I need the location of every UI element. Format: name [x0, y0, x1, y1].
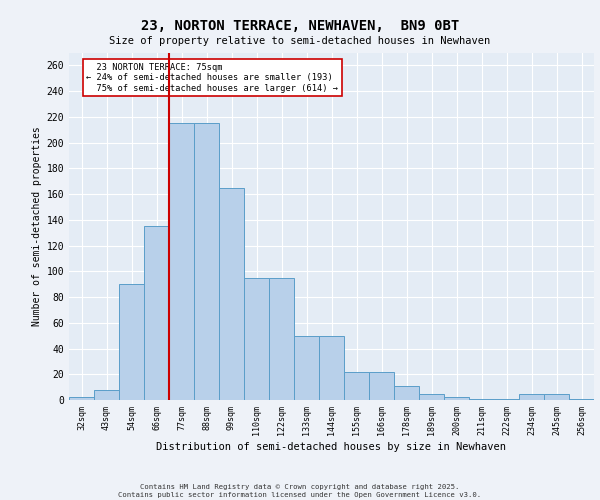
Y-axis label: Number of semi-detached properties: Number of semi-detached properties — [32, 126, 43, 326]
Text: Size of property relative to semi-detached houses in Newhaven: Size of property relative to semi-detach… — [109, 36, 491, 46]
Bar — [344, 372, 369, 400]
Bar — [219, 188, 244, 400]
Bar — [169, 124, 194, 400]
Bar — [469, 398, 494, 400]
Bar — [144, 226, 169, 400]
X-axis label: Distribution of semi-detached houses by size in Newhaven: Distribution of semi-detached houses by … — [157, 442, 506, 452]
Bar — [244, 278, 269, 400]
Bar — [294, 336, 319, 400]
Bar — [494, 398, 519, 400]
Bar — [319, 336, 344, 400]
Bar — [69, 398, 94, 400]
Bar — [419, 394, 444, 400]
Text: Contains HM Land Registry data © Crown copyright and database right 2025.
Contai: Contains HM Land Registry data © Crown c… — [118, 484, 482, 498]
Bar — [544, 394, 569, 400]
Bar — [269, 278, 294, 400]
Bar — [394, 386, 419, 400]
Bar — [369, 372, 394, 400]
Text: 23, NORTON TERRACE, NEWHAVEN,  BN9 0BT: 23, NORTON TERRACE, NEWHAVEN, BN9 0BT — [141, 19, 459, 33]
Bar — [519, 394, 544, 400]
Text: 23 NORTON TERRACE: 75sqm
← 24% of semi-detached houses are smaller (193)
  75% o: 23 NORTON TERRACE: 75sqm ← 24% of semi-d… — [86, 63, 338, 92]
Bar — [444, 398, 469, 400]
Bar — [569, 398, 594, 400]
Bar — [194, 124, 219, 400]
Bar — [94, 390, 119, 400]
Bar — [119, 284, 144, 400]
